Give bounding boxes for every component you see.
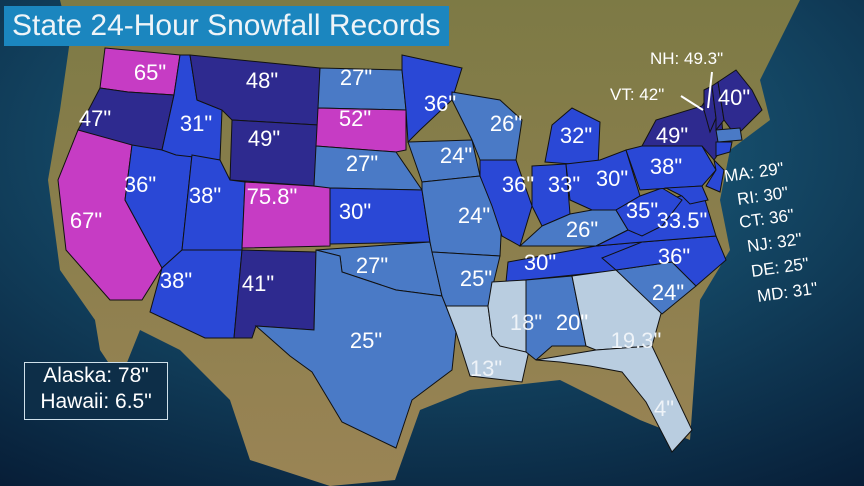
state-label-pa: 38" <box>650 154 682 179</box>
state-label-in: 33" <box>548 172 580 197</box>
state-me <box>717 69 763 137</box>
state-ma <box>715 127 743 143</box>
state-label-or: 47" <box>79 106 111 131</box>
state-co <box>241 181 331 249</box>
state-label-tx: 25" <box>350 328 382 353</box>
vt-leader-line <box>680 95 704 111</box>
state-label-mo: 24" <box>458 203 490 228</box>
state-label-wa: 65" <box>134 60 166 85</box>
state-mn <box>401 54 463 144</box>
state-label-ky: 26" <box>566 217 598 242</box>
inset-box: Alaska: 78" Hawaii: 6.5" <box>24 362 168 420</box>
state-label-sc: 24" <box>652 280 684 305</box>
state-label-ks: 30" <box>339 199 371 224</box>
state-wv <box>615 187 683 237</box>
state-il <box>479 159 533 247</box>
state-sd <box>315 107 407 153</box>
state-label-ar: 25" <box>460 266 492 291</box>
state-label-ga: 19.3" <box>611 328 662 353</box>
state-md <box>664 185 709 205</box>
state-nj <box>705 158 725 193</box>
state-label-ia: 24" <box>440 143 472 168</box>
state-label-al: 20" <box>556 310 588 335</box>
state-label-ny: 49" <box>656 123 688 148</box>
state-label-la: 13" <box>470 356 502 381</box>
state-label-mt: 48" <box>246 68 278 93</box>
state-label-nd: 27" <box>340 65 372 90</box>
state-label-id: 31" <box>180 111 212 136</box>
state-label-az: 38" <box>160 268 192 293</box>
state-label-co: 75.8" <box>247 184 298 209</box>
state-label-ne: 27" <box>346 151 378 176</box>
state-nh <box>711 81 725 132</box>
state-tx <box>254 249 457 449</box>
state-label-ok: 27" <box>356 253 388 278</box>
state-label-il: 36" <box>502 172 534 197</box>
state-label-wi: 26" <box>490 111 522 136</box>
state-label-ca: 67" <box>70 208 102 233</box>
state-label-va: 33.5" <box>657 208 708 233</box>
state-label-ut: 38" <box>189 183 221 208</box>
state-label-nv: 36" <box>124 172 156 197</box>
alaska-record: Alaska: 78" <box>43 364 149 387</box>
state-label-ms: 18" <box>510 310 542 335</box>
callout-vt: VT: 42" <box>610 85 664 104</box>
state-label-nm: 41" <box>242 271 274 296</box>
state-label-tn: 30" <box>524 250 556 275</box>
state-label-mn: 36" <box>424 91 456 116</box>
state-fl <box>535 345 693 453</box>
state-label-nc: 36" <box>658 244 690 269</box>
state-label-sd: 52" <box>339 106 371 131</box>
nh-leader-line <box>707 71 713 109</box>
hawaii-record: Hawaii: 6.5" <box>40 390 152 413</box>
map-title: State 24-Hour Snowfall Records <box>4 6 449 46</box>
state-label-me: 40" <box>718 85 750 110</box>
state-label-fl: 4" <box>654 396 674 421</box>
state-label-mi: 32" <box>560 123 592 148</box>
state-label-oh: 30" <box>596 166 628 191</box>
state-label-wv: 35" <box>626 198 658 223</box>
state-ct <box>715 141 733 157</box>
state-label-wy: 49" <box>248 126 280 151</box>
callout-nh: NH: 49.3" <box>650 49 723 68</box>
